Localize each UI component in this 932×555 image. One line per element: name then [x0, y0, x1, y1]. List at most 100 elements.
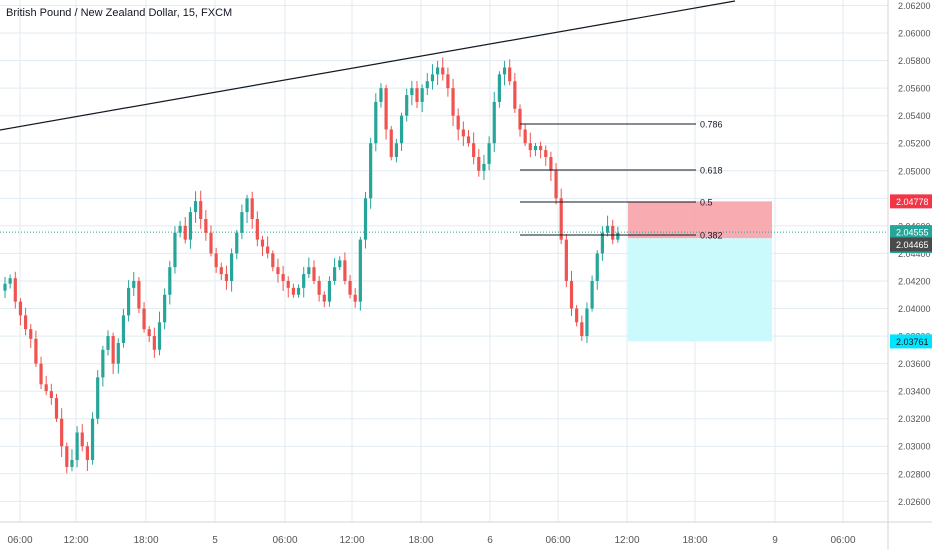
candle-body [70, 460, 74, 467]
candle-body [29, 329, 33, 339]
fib-level-label: 0.5 [700, 198, 713, 208]
candle-body [240, 212, 244, 233]
prev-price-tag-bg [890, 237, 932, 252]
x-tick-label: 12:00 [339, 535, 364, 546]
x-tick-label: 12:00 [614, 535, 639, 546]
x-tick-label: 18:00 [682, 535, 707, 546]
candle-body [348, 280, 352, 295]
x-tick-label: 12:00 [63, 535, 88, 546]
candle-body [230, 253, 234, 281]
candle-body [132, 280, 136, 288]
candle-body [101, 349, 105, 378]
candle-body [188, 212, 192, 240]
candle-body [533, 145, 538, 151]
candle-body [420, 88, 424, 102]
candle-body [549, 157, 553, 171]
candle-body [590, 280, 594, 309]
candle-body [451, 88, 455, 116]
candle-body [436, 67, 440, 75]
stop-price-tag: 2.04778 [896, 197, 929, 207]
candle-body [327, 280, 332, 302]
candle-body [317, 280, 321, 295]
candle-body [18, 301, 23, 316]
trendline [0, 0, 736, 131]
candle-body [456, 115, 460, 130]
candle-body [611, 225, 615, 240]
candle-body [142, 308, 146, 330]
candle-body [157, 322, 162, 350]
candle-body [49, 391, 53, 399]
candle-body [307, 267, 311, 275]
y-tick-label: 2.02600 [898, 497, 931, 507]
candle-body [302, 274, 306, 288]
y-tick-label: 2.06200 [898, 1, 931, 11]
y-tick-label: 2.03400 [898, 387, 931, 397]
candle-body [374, 101, 378, 144]
candle-body [260, 239, 265, 247]
candle-body [152, 336, 156, 350]
fib-level-label: 0.382 [700, 231, 723, 241]
candle-body [595, 253, 599, 281]
x-tick-label: 06:00 [272, 535, 297, 546]
y-tick-label: 2.05800 [898, 56, 931, 66]
candle-body [600, 232, 604, 254]
candle-body [54, 398, 59, 419]
candle-body [193, 201, 198, 213]
candle-body [219, 267, 223, 275]
y-tick-label: 2.03200 [898, 414, 931, 424]
candle-body [183, 225, 187, 240]
chart-title: British Pound / New Zealand Dollar, 15, … [6, 7, 233, 19]
candle-body [75, 432, 79, 461]
candle-body [3, 283, 7, 291]
take-profit-zone [628, 238, 772, 342]
candle-body [585, 308, 589, 337]
candle-body [358, 239, 362, 302]
candle-body [487, 143, 491, 164]
candle-body [353, 294, 357, 302]
y-tick-label: 2.02800 [898, 469, 931, 479]
candle-body [415, 88, 419, 102]
candle-body [605, 225, 610, 233]
candle-body [523, 129, 527, 144]
fib-level-label: 0.786 [700, 120, 723, 130]
candle-body [121, 315, 126, 343]
candles-layer [3, 57, 620, 474]
y-tick-label: 2.03000 [898, 442, 931, 452]
candle-body [564, 239, 568, 281]
candle-body [569, 280, 574, 309]
candle-body [271, 253, 275, 268]
candle-body [492, 101, 496, 144]
y-tick-label: 2.03600 [898, 359, 931, 369]
fibonacci-layer[interactable]: 0.786 0.618 0.5 0.382 [520, 120, 723, 241]
candle-body [204, 218, 208, 233]
candle-body [430, 74, 435, 82]
candle-body [363, 198, 368, 240]
trendline-layer[interactable] [0, 0, 888, 233]
candle-body [39, 363, 43, 385]
candle-body [209, 232, 213, 254]
candle-body [425, 81, 429, 89]
candle-body [394, 143, 398, 158]
candle-body [539, 145, 543, 151]
candle-body [559, 198, 563, 240]
candle-body [178, 225, 182, 233]
x-tick-label: 18:00 [408, 535, 433, 546]
candle-body [389, 129, 393, 158]
candle-body [106, 336, 110, 350]
target-price-tag-bg [890, 334, 932, 349]
y-tick-label: 2.05400 [898, 111, 931, 121]
grid-layer [0, 0, 888, 522]
candle-body [266, 246, 270, 254]
prev-price-tag: 2.04465 [896, 240, 929, 250]
candle-body [446, 74, 450, 89]
y-tick-label: 2.05200 [898, 139, 931, 149]
candle-body [580, 322, 584, 337]
candle-body [461, 129, 465, 137]
y-tick-label: 2.05000 [898, 166, 931, 176]
candle-body [65, 446, 69, 467]
candle-body [497, 74, 501, 102]
